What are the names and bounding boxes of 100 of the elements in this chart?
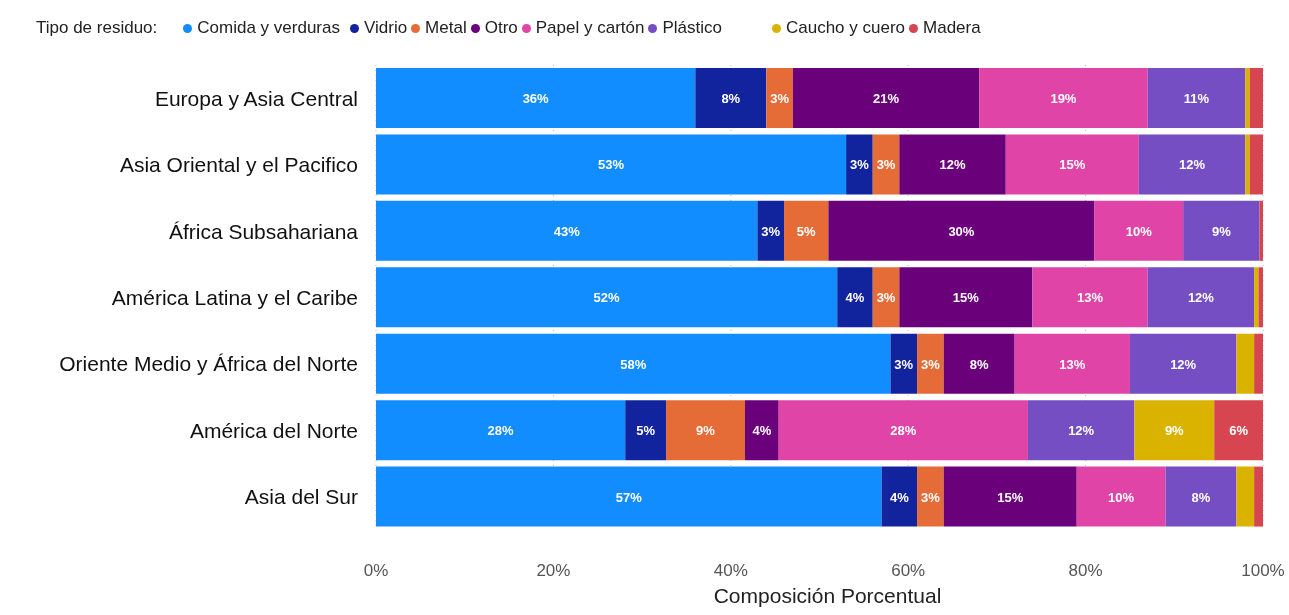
- bar: [890, 333, 918, 394]
- bar: [1165, 466, 1237, 527]
- data-label: 36%: [522, 91, 550, 106]
- bar: [784, 200, 829, 261]
- bar: [1134, 400, 1215, 461]
- legend-label: Metal: [424, 18, 467, 38]
- bar: [376, 466, 882, 527]
- data-label: 57%: [615, 489, 643, 505]
- data-label: 58%: [620, 356, 647, 372]
- bar: [1129, 333, 1237, 394]
- bar: [1076, 466, 1166, 527]
- x-tick-label: 0%: [363, 561, 389, 581]
- bar: [1236, 466, 1255, 527]
- bar: [899, 267, 1033, 328]
- data-label: 3%: [770, 91, 790, 106]
- bar: [1245, 68, 1250, 128]
- bar: [1259, 200, 1263, 261]
- bar: [828, 200, 1095, 261]
- data-label: 11%: [1183, 91, 1210, 106]
- data-label: 15%: [997, 489, 1024, 505]
- data-label: 13%: [1059, 356, 1086, 372]
- bar: [792, 68, 980, 128]
- data-label: 15%: [1059, 157, 1086, 173]
- bar: [1254, 333, 1263, 394]
- bar: [1027, 400, 1135, 461]
- legend-title: Tipo de residuo:: [36, 18, 158, 38]
- bar: [1249, 134, 1263, 195]
- legend-label: Caucho y cuero: [784, 18, 906, 38]
- data-label: 3%: [876, 157, 896, 173]
- data-label: 3%: [850, 157, 870, 173]
- bar: [1254, 267, 1259, 328]
- data-label: 28%: [487, 423, 515, 439]
- data-label: 4%: [752, 423, 772, 439]
- bar: [899, 134, 1006, 195]
- data-label: 3%: [761, 223, 781, 239]
- bar: [376, 200, 758, 261]
- bar: [1249, 68, 1263, 128]
- bar: [1005, 134, 1139, 195]
- data-label: 8%: [721, 91, 741, 106]
- bar: [872, 267, 900, 328]
- data-label: 12%: [939, 157, 966, 173]
- bar: [1183, 200, 1260, 261]
- legend-label: Papel y cartón: [534, 18, 645, 38]
- y-tick-label: América Latina y el Caribe: [111, 285, 358, 309]
- bar: [376, 68, 696, 128]
- data-label: 10%: [1108, 489, 1135, 505]
- y-tick-label: Asia Oriental y el Pacifico: [119, 153, 358, 177]
- data-label: 12%: [1187, 290, 1215, 306]
- data-label: 30%: [948, 223, 975, 239]
- bar: [376, 267, 838, 328]
- legend-label: Vidrio: [362, 18, 408, 38]
- x-axis-title: Composición Porcentual: [712, 584, 943, 608]
- legend-label: Plástico: [661, 18, 722, 38]
- data-label: 8%: [1191, 489, 1211, 505]
- bar: [837, 267, 873, 328]
- data-label: 8%: [969, 356, 989, 372]
- bar: [744, 400, 779, 461]
- data-label: 5%: [636, 423, 656, 439]
- bar: [1254, 466, 1263, 527]
- bar: [666, 400, 745, 461]
- legend-label: Madera: [922, 18, 981, 38]
- legend-label: Otro: [483, 18, 518, 38]
- bar: [1138, 134, 1246, 195]
- data-label: 12%: [1179, 157, 1206, 173]
- y-tick-label: África Subsahariana: [168, 219, 359, 243]
- bar: [695, 68, 767, 128]
- bar: [1258, 267, 1263, 328]
- y-tick-label: Europa y Asia Central: [154, 86, 358, 110]
- data-label: 53%: [598, 157, 625, 173]
- data-label: 3%: [920, 356, 941, 372]
- data-label: 9%: [1164, 423, 1185, 439]
- data-label: 12%: [1068, 423, 1095, 439]
- data-label: 4%: [889, 489, 910, 505]
- bar: [943, 466, 1077, 527]
- data-label: 19%: [1050, 91, 1077, 106]
- bar: [1236, 333, 1255, 394]
- x-tick-label: 100%: [1241, 561, 1285, 581]
- data-label: 12%: [1170, 356, 1197, 372]
- data-label: 52%: [593, 290, 621, 306]
- data-label: 15%: [952, 290, 980, 306]
- data-label: 5%: [796, 223, 817, 239]
- data-label: 21%: [873, 91, 900, 106]
- bar: [1032, 267, 1148, 328]
- data-label: 6%: [1229, 423, 1249, 439]
- bar: [376, 134, 847, 195]
- bar: [979, 68, 1148, 128]
- bar: [766, 68, 793, 128]
- x-tick-label: 40%: [713, 561, 748, 581]
- data-label: 9%: [1211, 223, 1232, 239]
- bar: [778, 400, 1028, 461]
- x-tick-label: 60%: [891, 561, 926, 581]
- y-tick-label: América del Norte: [189, 418, 358, 442]
- data-label: 3%: [876, 290, 896, 306]
- data-label: 43%: [553, 223, 581, 239]
- data-label: 28%: [890, 423, 917, 439]
- bar: [1245, 134, 1250, 195]
- x-tick-label: 80%: [1068, 561, 1103, 581]
- y-tick-label: Oriente Medio y África del Norte: [59, 352, 358, 376]
- y-tick-label: Asia del Sur: [244, 485, 358, 509]
- bar: [1147, 267, 1255, 328]
